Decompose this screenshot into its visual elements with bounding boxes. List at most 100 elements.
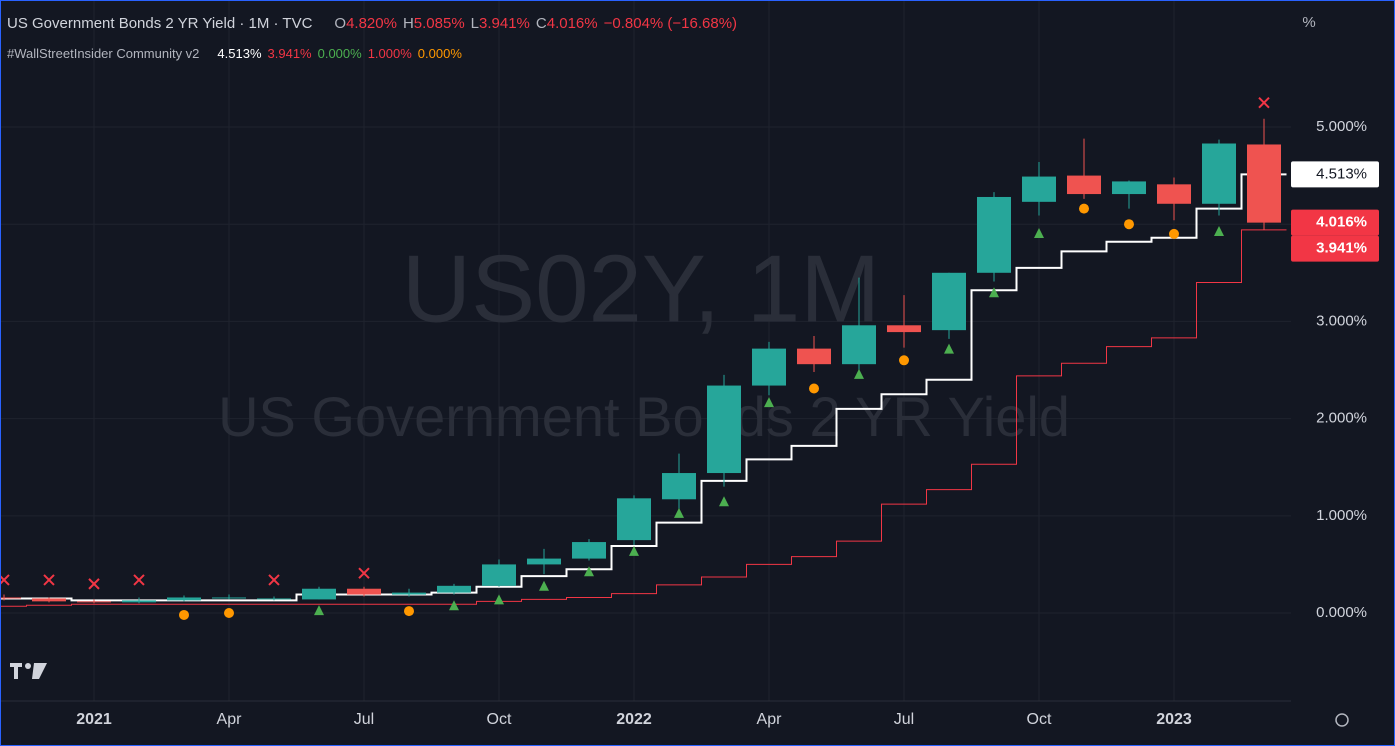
y-tick-label: 5.000% xyxy=(1316,118,1367,135)
grid xyxy=(1,1,1291,701)
ohlc-value: 5.085% xyxy=(413,15,465,32)
candle-body xyxy=(617,498,651,541)
signal-triangle xyxy=(674,507,684,518)
y-tick-label: 2.000% xyxy=(1316,410,1367,427)
symbol-title: US Government Bonds 2 YR Yield · 1M · TV… xyxy=(7,15,313,32)
ohlc-change: −0.804% (−16.68%) xyxy=(603,15,738,32)
x-tick-label: Oct xyxy=(1027,711,1052,728)
candle-body xyxy=(32,598,66,602)
indicator-value: 0.000% xyxy=(317,46,362,61)
candle-body xyxy=(77,601,111,603)
signal-dot xyxy=(1124,219,1134,230)
candle-body xyxy=(797,348,831,365)
candle-body xyxy=(1067,175,1101,195)
candle-body xyxy=(1157,184,1191,204)
step-line xyxy=(1,229,1287,607)
indicator-value: 4.513% xyxy=(217,46,262,61)
ohlc-item: H5.085% xyxy=(403,15,465,32)
price-badge xyxy=(1291,161,1379,188)
indicator-value: 3.941% xyxy=(267,46,312,61)
ohlc-item: C4.016% xyxy=(536,15,598,32)
candle-body xyxy=(167,597,201,601)
signal-triangle xyxy=(1034,227,1044,238)
candle-body xyxy=(1202,143,1236,204)
signal-dot xyxy=(1169,228,1179,239)
indicator-name: #WallStreetInsider Community v2 xyxy=(7,46,200,61)
legend-indicator: #WallStreetInsider Community v2 4.513% 3.… xyxy=(7,46,462,61)
candle-body xyxy=(527,558,561,565)
candle-body xyxy=(887,325,921,333)
signal-triangle xyxy=(494,594,504,605)
ohlc-key: L xyxy=(470,15,480,32)
x-tick-label: 2022 xyxy=(616,711,652,728)
candle-body xyxy=(932,272,966,331)
signal-dot xyxy=(224,608,234,619)
signal-dot xyxy=(899,355,909,366)
tv-logo xyxy=(10,663,47,679)
signal-triangle xyxy=(629,545,639,556)
signal-dot xyxy=(179,609,189,620)
signal-dot xyxy=(809,383,819,394)
candle-body xyxy=(842,325,876,365)
price-badge xyxy=(1291,209,1379,236)
candle-body xyxy=(752,348,786,386)
signal-triangle xyxy=(314,605,324,616)
ohlc-key: H xyxy=(402,15,414,32)
signal-triangle xyxy=(764,397,774,408)
signal-cross xyxy=(268,574,280,586)
y-tick-label: 1.000% xyxy=(1316,507,1367,524)
signal-dot xyxy=(404,606,414,617)
legend-main: US Government Bonds 2 YR Yield · 1M · TV… xyxy=(7,15,737,32)
x-tick-label: Jul xyxy=(894,711,914,728)
signal-triangle xyxy=(854,368,864,379)
candle-body xyxy=(572,542,606,559)
price-badge xyxy=(1291,235,1379,262)
signal-triangle xyxy=(944,343,954,354)
step-line xyxy=(1,173,1287,602)
candle-body xyxy=(1,597,21,599)
ohlc-item: O4.820% xyxy=(334,15,397,32)
ohlc-value: 4.016% xyxy=(546,15,598,32)
candle-body xyxy=(392,592,426,595)
watermark-name: US Government Bonds 2 YR Yield xyxy=(218,385,1070,448)
signal-cross xyxy=(1,574,10,586)
signal-cross xyxy=(133,574,145,586)
signal-cross xyxy=(358,567,370,579)
candle-body xyxy=(212,597,246,599)
candle-body xyxy=(122,600,156,603)
settings-icon[interactable] xyxy=(1335,713,1349,727)
candle-body xyxy=(707,385,741,474)
x-tick-label: Apr xyxy=(757,711,783,728)
x-tick-label: 2023 xyxy=(1156,711,1192,728)
ohlc-value: 3.941% xyxy=(479,15,530,32)
candle-body xyxy=(662,473,696,500)
candle-body xyxy=(347,588,381,595)
signal-triangle xyxy=(539,580,549,591)
ohlc-item: L3.941% xyxy=(471,15,530,32)
candle-body xyxy=(977,196,1011,273)
x-tick-label: Jul xyxy=(354,711,374,728)
candle-body xyxy=(1022,176,1056,202)
candle-body xyxy=(302,588,336,600)
candle-body xyxy=(1112,181,1146,195)
candle-body xyxy=(1247,144,1281,223)
price-badge-label: 3.941% xyxy=(1316,240,1367,257)
watermark-symbol: US02Y, 1M xyxy=(402,235,881,342)
y-tick-label: 3.000% xyxy=(1316,312,1367,329)
signal-cross xyxy=(88,578,100,590)
signal-cross xyxy=(43,574,55,586)
signal-triangle xyxy=(989,287,999,298)
x-tick-label: 2021 xyxy=(76,711,112,728)
signal-triangle xyxy=(719,496,729,507)
indicator-value: 0.000% xyxy=(417,46,462,61)
signal-cross xyxy=(1258,96,1270,109)
signal-dot xyxy=(1079,203,1089,214)
x-tick-label: Apr xyxy=(217,711,243,728)
ohlc-value: 4.820% xyxy=(346,15,397,32)
price-badge-label: 4.016% xyxy=(1316,214,1367,231)
signal-triangle xyxy=(584,566,594,577)
candle-body xyxy=(437,585,471,593)
y-tick-label: 0.000% xyxy=(1316,604,1367,621)
